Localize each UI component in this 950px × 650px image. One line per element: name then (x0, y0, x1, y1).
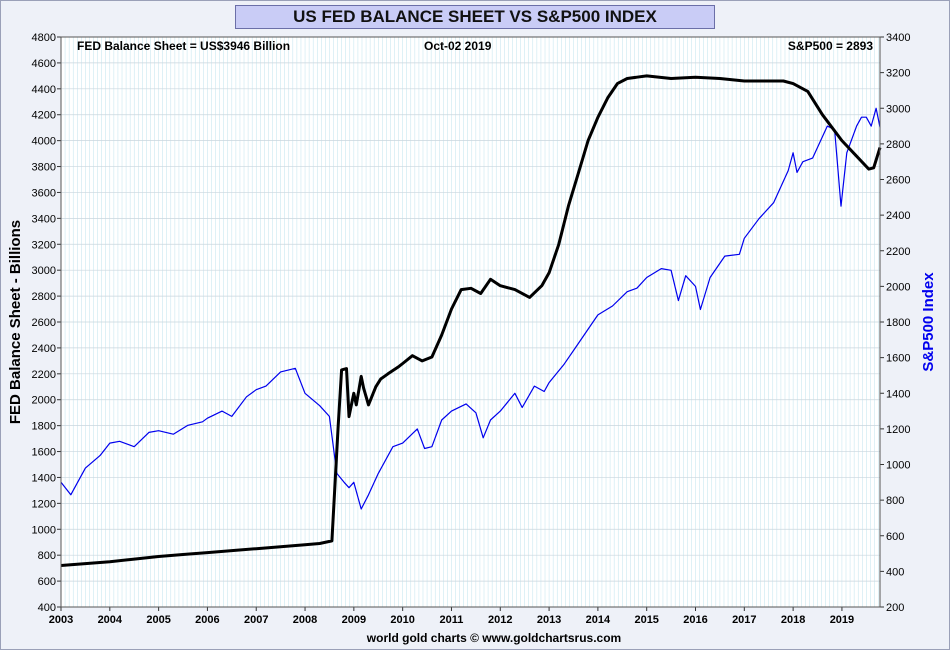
left-tick-label: 4200 (32, 110, 56, 122)
left-tick-label: 4800 (32, 32, 56, 44)
left-tick-label: 1800 (32, 421, 56, 433)
sp500-line (60, 107, 881, 510)
right-tick-label: 1400 (886, 388, 910, 400)
left-tick-label: 2800 (32, 291, 56, 303)
plot-border (60, 36, 881, 608)
left-tick-label: 1600 (32, 447, 56, 459)
right-tick-label: 1200 (886, 424, 910, 436)
left-tick-label: 2200 (32, 369, 56, 381)
x-tick-label: 2007 (244, 614, 268, 626)
x-tick-label: 2011 (440, 614, 464, 626)
chart-title: US FED BALANCE SHEET VS S&P500 INDEX (235, 5, 715, 29)
footer-credit: world gold charts © www.goldchartsrus.co… (366, 631, 621, 645)
right-tick-label: 3200 (886, 68, 910, 80)
right-tick-label: 1600 (886, 353, 910, 365)
x-tick-label: 2013 (537, 614, 561, 626)
left-tick-label: 2000 (32, 395, 56, 407)
x-tick-label: 2005 (146, 614, 170, 626)
right-tick-label: 2400 (886, 210, 910, 222)
right-axis-label: S&P500 Index (920, 272, 937, 372)
x-tick-label: 2015 (634, 614, 658, 626)
x-tick-label: 2008 (293, 614, 317, 626)
left-axis-label: FED Balance Sheet - Billions (7, 220, 24, 424)
left-tick-label: 3400 (32, 213, 56, 225)
left-tick-label: 800 (38, 550, 56, 562)
grid-lines (60, 36, 880, 608)
x-tick-label: 2004 (98, 614, 123, 626)
x-tick-label: 2012 (488, 614, 512, 626)
left-tick-label: 3000 (32, 265, 56, 277)
right-tick-label: 400 (886, 566, 904, 578)
left-tick-label: 4000 (32, 136, 56, 148)
left-tick-label: 600 (38, 576, 56, 588)
series-lines (60, 74, 882, 567)
left-tick-label: 1400 (32, 472, 56, 484)
left-tick-label: 2400 (32, 343, 56, 355)
right-tick-label: 600 (886, 531, 904, 543)
right-tick-label: 3400 (886, 32, 910, 44)
left-axis: 400 600 800 1000 1200 1400 1600 1800 2000 2200 240… (32, 32, 61, 614)
x-tick-label: 2010 (390, 614, 414, 626)
right-tick-label: 1800 (886, 317, 910, 329)
x-tick-label: 2003 (49, 614, 73, 626)
left-tick-label: 1200 (32, 498, 56, 510)
left-tick-label: 400 (38, 602, 56, 614)
x-tick-label: 2006 (195, 614, 219, 626)
right-tick-label: 1000 (886, 460, 910, 472)
right-tick-label: 2200 (886, 246, 910, 258)
fed-balance-sheet-line (60, 74, 882, 567)
x-tick-label: 2009 (342, 614, 366, 626)
left-tick-label: 2600 (32, 317, 56, 329)
x-tick-label: 2018 (781, 614, 805, 626)
left-tick-label: 4600 (32, 58, 56, 70)
right-tick-label: 800 (886, 495, 904, 507)
right-tick-label: 2000 (886, 281, 910, 293)
x-tick-label: 2016 (683, 614, 707, 626)
x-tick-label: 2017 (732, 614, 756, 626)
left-tick-label: 3800 (32, 162, 56, 174)
left-tick-label: 1000 (32, 524, 56, 536)
right-tick-label: 3000 (886, 103, 910, 115)
right-tick-label: 2800 (886, 139, 910, 151)
header-date-label: Oct-02 2019 (424, 39, 492, 53)
left-tick-label: 4400 (32, 84, 56, 96)
left-tick-label: 3200 (32, 239, 56, 251)
header-right-label: S&P500 = 2893 (788, 39, 873, 53)
x-tick-label: 2019 (830, 614, 854, 626)
x-axis: 2003 2004 2005 2006 2007 2008 2009 2010 2011 2012… (49, 607, 854, 626)
right-tick-label: 2600 (886, 175, 910, 187)
header-left-label: FED Balance Sheet = US$3946 Billion (77, 39, 290, 53)
x-tick-label: 2014 (586, 614, 611, 626)
right-tick-label: 200 (886, 602, 904, 614)
right-axis: 200 400 600 800 1000 1200 1400 1600 1800 2000 2200… (880, 32, 910, 614)
left-tick-label: 3600 (32, 187, 56, 199)
